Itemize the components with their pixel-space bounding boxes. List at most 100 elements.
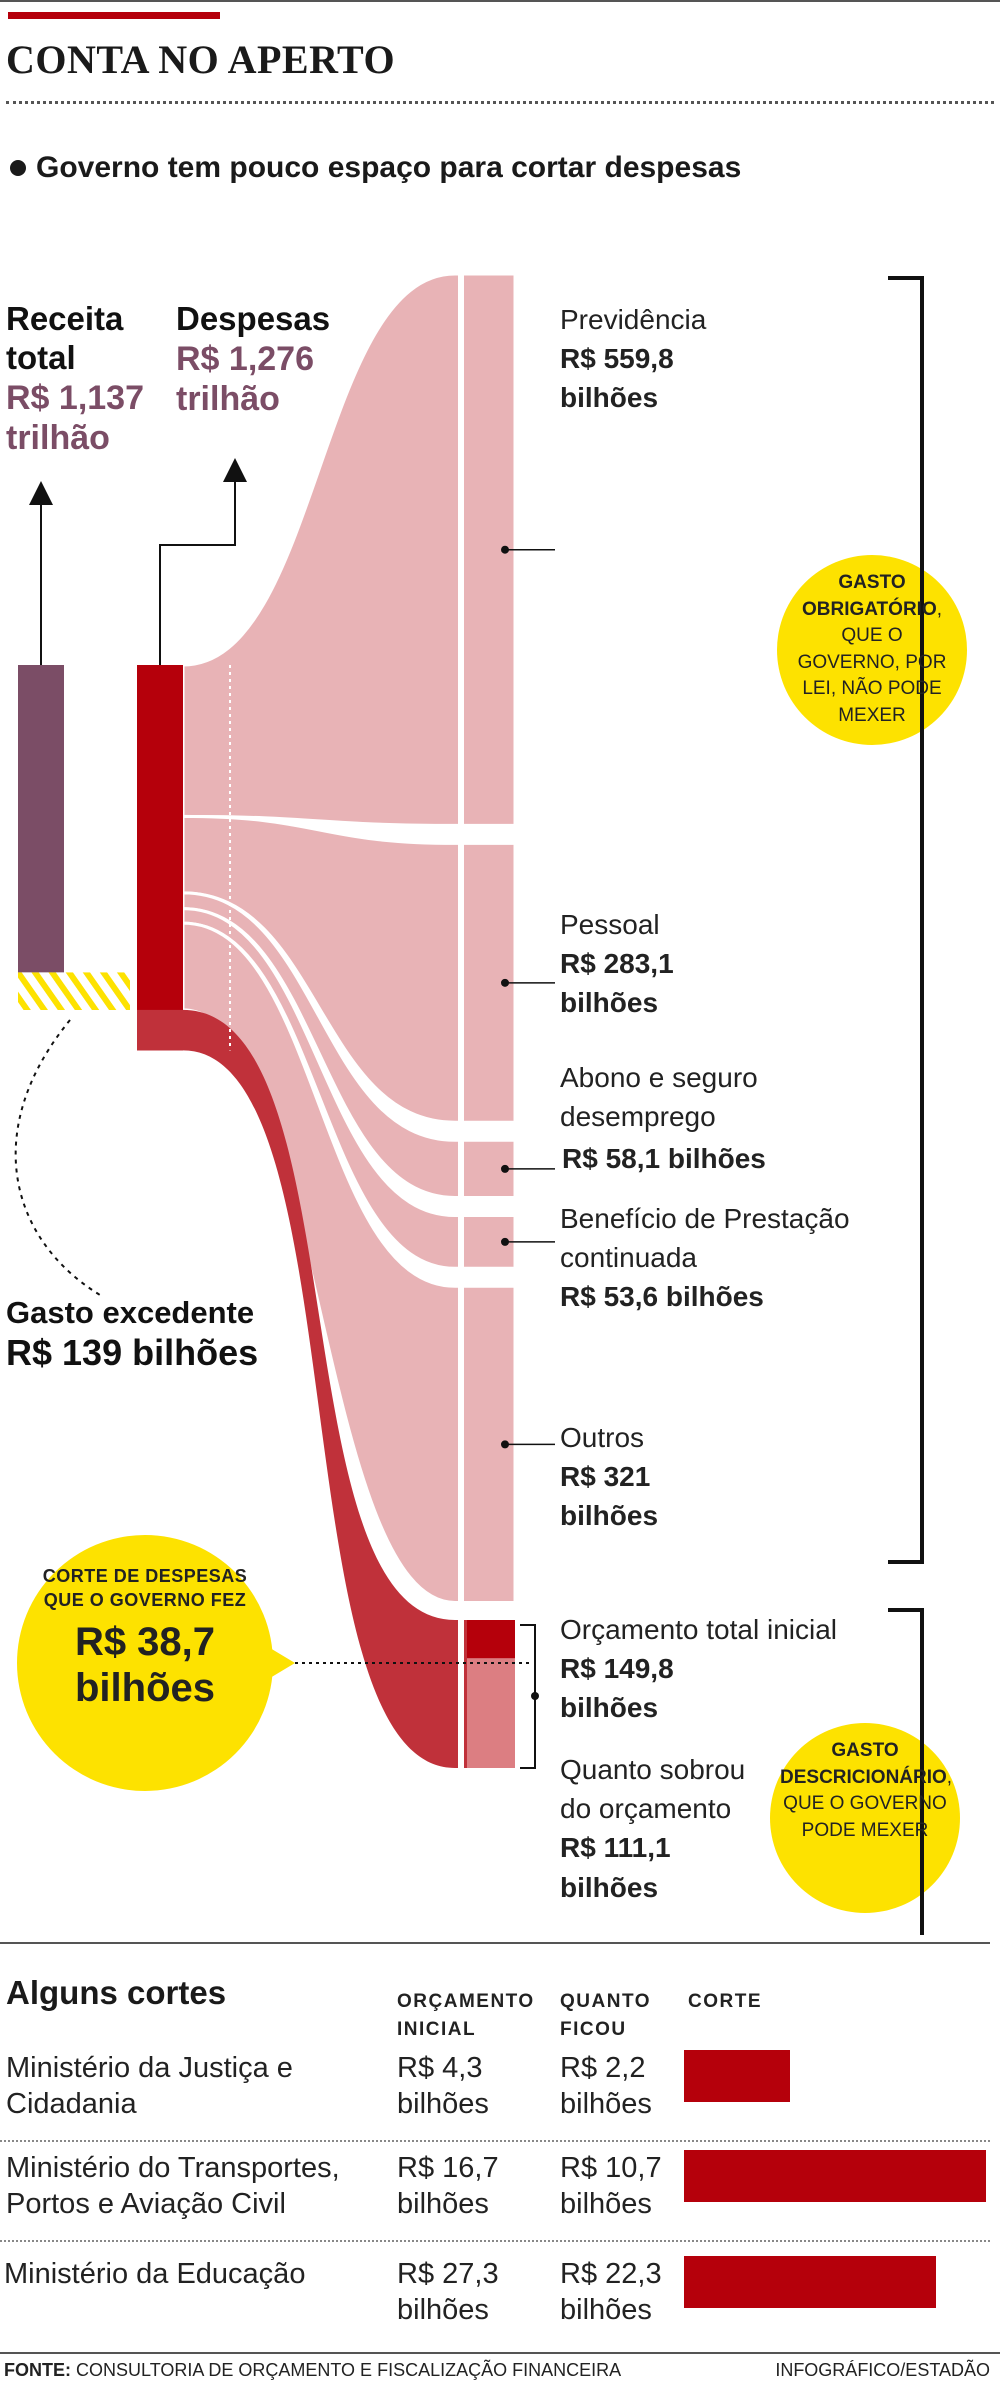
previdencia-value: R$ 559,8 bilhões: [560, 343, 674, 414]
source-label: FONTE:: [4, 2360, 71, 2380]
row-ministry-name: Ministério da Educação: [4, 2258, 306, 2290]
row-ministry-name: Ministério da Justiça e Cidadania: [6, 2052, 293, 2121]
previdencia-name: Previdência: [560, 304, 707, 335]
obrigatorio-bubble-text: GASTO OBRIGATÓRIO, QUE O GOVERNO, POR LE…: [792, 570, 952, 730]
excedente-value: R$ 139 bilhões: [6, 1331, 259, 1373]
discricionario-bracket: [888, 1608, 924, 1935]
flow-divider-3: [458, 1215, 464, 1269]
receita-value: R$ 1,137 trilhão: [6, 378, 144, 457]
pessoal-value: R$ 283,1 bilhões: [560, 948, 674, 1019]
cut-bar: [684, 2150, 986, 2202]
discricionario-rest: , QUE O GOVERNO PODE MEXER: [783, 1766, 953, 1841]
th-corte: CORTE: [688, 1991, 762, 2012]
subtitle: Governo tem pouco espaço para cortar des…: [10, 151, 741, 185]
corte-bubble: [17, 1535, 273, 1791]
top-rule: [0, 0, 1000, 2]
pessoal-name: Pessoal: [560, 909, 660, 940]
discricionario-bold: GASTO DESCRICIONÁRIO: [780, 1740, 947, 1788]
receita-bar: [18, 665, 64, 973]
abono-name: Abono e seguro desemprego: [560, 1062, 758, 1133]
table-row: Ministério da Justiça e Cidadania R$ 4,3…: [0, 2050, 1000, 2145]
footer-rule: [0, 2352, 1000, 2354]
cut-bar: [684, 2050, 790, 2102]
flow-divider-2: [458, 1140, 464, 1198]
sobrou-name: Quanto sobrou do orçamento: [560, 1754, 746, 1825]
title-divider: [6, 101, 994, 104]
corte-label: CORTE DE DESPESAS QUE O GOVERNO FEZ: [42, 1566, 248, 1611]
table-row: Ministério da Educação R$ 27,3 bilhões R…: [0, 2256, 1000, 2351]
row-ficou: R$ 2,2 bilhões: [560, 2052, 652, 2121]
despesas-value: R$ 1,276 trilhão: [176, 339, 314, 419]
obrigatorio-rest: , QUE O GOVERNO, POR LEI, NÃO PODE MEXER: [797, 598, 947, 726]
table-title: Alguns cortes: [6, 1974, 227, 2011]
label-sobrou: Quanto sobrou do orçamento R$ 111,1 bilh…: [560, 1750, 780, 1907]
orcamento-inicial-name: Orçamento total inicial: [560, 1614, 838, 1645]
corte-bubble-pointer: [270, 1648, 295, 1678]
cut-bar: [684, 2256, 936, 2308]
excedente-label-group: Gasto excedente R$ 139 bilhões: [6, 1295, 336, 1374]
flow-0: [181, 272, 517, 827]
row-ministry-name: Ministério do Transportes, Portos e Avia…: [6, 2152, 340, 2221]
receita-label: Receita total: [6, 300, 124, 376]
orcamento-inicial-value: R$ 149,8 bilhões: [560, 1653, 674, 1724]
flow-1: [181, 814, 517, 1124]
excedente-label: Gasto excedente: [6, 1295, 255, 1330]
flow-divider-0: [458, 274, 464, 826]
flow-divider-1: [458, 843, 464, 1123]
flow-3: [181, 907, 517, 1270]
table-divider: [0, 1942, 990, 1944]
footer-credit: INFOGRÁFICO/ESTADÃO: [775, 2360, 990, 2380]
row-inicial: R$ 4,3 bilhões: [397, 2052, 489, 2121]
discricionario-bubble-text: GASTO DESCRICIONÁRIO, QUE O GOVERNO PODE…: [780, 1738, 953, 1844]
row-divider: [0, 2240, 990, 2242]
label-abono-value: R$ 58,1 bilhões: [562, 1139, 766, 1178]
sobrou-segment: [467, 1658, 515, 1768]
corte-segment: [467, 1620, 515, 1659]
row-divider: [0, 2140, 990, 2142]
bpc-name: Benefício de Prestação continuada: [560, 1203, 850, 1274]
bullet-icon: [10, 160, 26, 176]
row-ficou: R$ 10,7 bilhões: [560, 2152, 662, 2221]
sobrou-value: R$ 111,1 bilhões: [560, 1832, 671, 1903]
despesas-disc-portion: [137, 1009, 183, 1051]
obrigatorio-bubble: [777, 555, 967, 745]
sankey-chart: [14, 272, 967, 1935]
row-inicial: R$ 16,7 bilhões: [397, 2152, 499, 2221]
flow-divider-disc: [458, 1620, 464, 1768]
th-orcamento-inicial: ORÇAMENTO INICIAL: [397, 1991, 535, 2040]
bpc-value: R$ 53,6 bilhões: [560, 1281, 764, 1313]
label-bpc: Benefício de Prestação continuada R$ 53,…: [560, 1199, 880, 1317]
label-outros: Outros R$ 321 bilhões: [560, 1418, 810, 1536]
footer-source: FONTE: CONSULTORIA DE ORÇAMENTO E FISCAL…: [4, 2360, 621, 2381]
flow-divider-4: [458, 1286, 464, 1603]
flow-2: [181, 891, 517, 1199]
despesas-label-group: Despesas R$ 1,276 trilhão: [176, 300, 356, 419]
subtitle-text: Governo tem pouco espaço para cortar des…: [36, 151, 742, 184]
obrigatorio-bracket: [888, 276, 924, 1564]
label-orcamento-inicial: Orçamento total inicial R$ 149,8 bilhões: [560, 1610, 890, 1728]
obrigatorio-bold: GASTO OBRIGATÓRIO: [801, 572, 937, 620]
label-pessoal: Pessoal R$ 283,1 bilhões: [560, 905, 810, 1023]
th-quanto-ficou: QUANTO FICOU: [560, 1991, 651, 2040]
title-accent-bar: [8, 12, 220, 19]
discricionario-bubble: [770, 1723, 960, 1913]
outros-name: Outros: [560, 1422, 645, 1453]
page-title: CONTA NO APERTO: [6, 37, 396, 82]
despesas-bar: [137, 665, 183, 1051]
corte-bubble-text: CORTE DE DESPESAS QUE O GOVERNO FEZ R$ 3…: [40, 1564, 250, 1711]
receita-label-group: Receita total R$ 1,137 trilhão: [6, 300, 171, 458]
outros-value: R$ 321 bilhões: [560, 1461, 659, 1532]
abono-value: R$ 58,1 bilhões: [562, 1143, 766, 1174]
row-inicial: R$ 27,3 bilhões: [397, 2258, 499, 2327]
label-previdencia: Previdência R$ 559,8 bilhões: [560, 300, 810, 418]
disc-connector-dot: [531, 1692, 539, 1700]
despesas-label: Despesas: [176, 300, 331, 337]
excedente-dashed-line: [14, 1019, 101, 1296]
label-abono: Abono e seguro desemprego: [560, 1058, 800, 1136]
row-ficou: R$ 22,3 bilhões: [560, 2258, 662, 2327]
excedente-hatch: [18, 972, 130, 1010]
table-row: Ministério do Transportes, Portos e Avia…: [0, 2150, 1000, 2245]
corte-value: R$ 38,7 bilhões: [74, 1619, 216, 1710]
despesas-arrow: [159, 458, 247, 665]
source-text: CONSULTORIA DE ORÇAMENTO E FISCALIZAÇÃO …: [76, 2360, 622, 2380]
